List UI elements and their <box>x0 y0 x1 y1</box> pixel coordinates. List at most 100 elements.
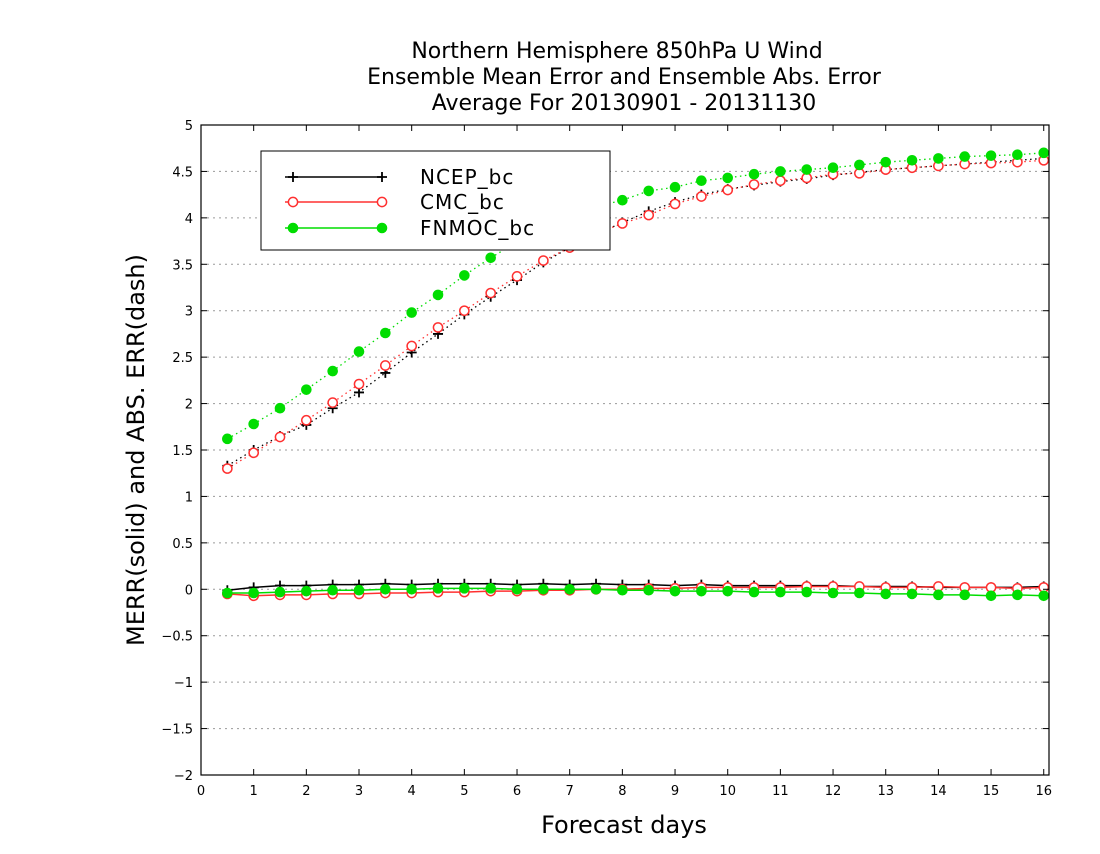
merr-point-2 <box>511 583 523 595</box>
title-line-2: Ensemble Mean Error and Ensemble Abs. Er… <box>367 65 882 90</box>
abs-err-point-1 <box>274 431 286 443</box>
abs-err-point-1 <box>485 287 497 299</box>
legend-marker-1 <box>376 196 388 208</box>
x-tick-label: 11 <box>772 784 789 799</box>
y-tick-label: 0.5 <box>172 537 193 552</box>
y-tick-label: 0 <box>185 583 193 598</box>
merr-point-2 <box>906 588 918 600</box>
abs-err-point-1 <box>353 378 365 390</box>
merr-point-2 <box>854 587 865 599</box>
abs-err-point-2 <box>933 153 944 164</box>
x-tick-label: 1 <box>250 784 258 799</box>
x-tick-label: 3 <box>355 784 363 799</box>
merr-point-2 <box>353 584 365 596</box>
abs-err-point-2 <box>274 402 286 414</box>
abs-err-point-2 <box>432 289 444 301</box>
merr-point-2 <box>1038 590 1050 602</box>
abs-err-point-2 <box>880 156 892 168</box>
merr-point-2 <box>222 587 233 599</box>
legend-swatches <box>285 172 388 234</box>
abs-err-point-2 <box>222 433 233 445</box>
x-tick-label: 16 <box>1035 784 1052 799</box>
merr-point-2 <box>564 583 575 595</box>
merr-point-2 <box>406 583 417 595</box>
abs-err-point-2 <box>459 270 470 281</box>
legend-label-cmc: CMC_bc <box>420 190 505 214</box>
merr-point-2 <box>248 587 259 599</box>
merr-point-2 <box>617 584 628 596</box>
x-tick-label: 13 <box>877 784 894 799</box>
y-tick-label: −2 <box>174 769 193 784</box>
abs-err-point-2 <box>959 151 971 162</box>
abs-err-point-2 <box>406 307 417 318</box>
x-tick-label: 10 <box>719 784 736 799</box>
merr-point-2 <box>696 585 707 597</box>
chart-title: Northern Hemisphere 850hPa U Wind Ensemb… <box>367 39 882 116</box>
merr-point-2 <box>301 585 312 597</box>
merr-point-2 <box>538 583 549 595</box>
merr-point-2 <box>880 588 892 600</box>
title-line-1: Northern Hemisphere 850hPa U Wind <box>411 39 822 64</box>
x-tick-label: 4 <box>408 784 416 799</box>
y-tick-label: 3 <box>185 305 193 320</box>
merr-point-2 <box>643 584 655 596</box>
abs-err-point-2 <box>801 164 813 175</box>
abs-err-point-2 <box>696 175 707 187</box>
abs-err-point-1 <box>669 198 681 210</box>
merr-point-2 <box>485 583 496 594</box>
abs-err-point-1 <box>248 447 260 459</box>
abs-err-point-2 <box>1038 147 1050 159</box>
abs-err-point-2 <box>643 185 655 197</box>
y-tick-label: 3.5 <box>172 258 193 273</box>
grid-lines <box>201 170 1049 730</box>
x-tick-label: 6 <box>513 784 521 799</box>
abs-err-point-1 <box>432 322 444 333</box>
abs-err-point-1 <box>696 191 707 202</box>
x-axis-label: Forecast days <box>541 811 707 839</box>
y-tick-label: 2 <box>185 398 193 413</box>
legend-marker-2 <box>287 222 299 234</box>
legend-label-fnmoc: FNMOC_bc <box>420 216 535 240</box>
x-tick-label: 5 <box>460 784 468 799</box>
abs-err-point-2 <box>669 181 681 193</box>
abs-err-point-1 <box>748 179 760 190</box>
abs-err-point-2 <box>854 159 865 171</box>
abs-err-point-2 <box>775 166 786 177</box>
merr-point-2 <box>432 583 444 594</box>
legend-marker-0 <box>377 172 387 182</box>
legend: NCEP_bc CMC_bc FNMOC_bc <box>260 150 611 251</box>
abs-err-point-1 <box>538 255 549 266</box>
abs-err-point-1 <box>459 305 470 317</box>
abs-err-point-2 <box>1012 149 1023 161</box>
y-tick-label: 4.5 <box>172 165 193 180</box>
merr-point-2 <box>1012 589 1023 601</box>
abs-err-point-1 <box>643 209 655 221</box>
abs-err-point-2 <box>748 168 760 180</box>
x-tick-label: 2 <box>302 784 310 799</box>
y-tick-label: −1 <box>174 676 193 691</box>
series-layer <box>221 147 1050 602</box>
y-tick-label: 4 <box>185 212 193 227</box>
abs-err-point-2 <box>485 252 496 264</box>
abs-err-point-1 <box>379 360 391 371</box>
abs-err-point-1 <box>221 463 233 474</box>
y-tick-label: −0.5 <box>161 630 193 645</box>
abs-err-point-1 <box>327 397 339 408</box>
abs-err-point-1 <box>775 175 786 187</box>
abs-err-point-2 <box>985 150 997 161</box>
legend-marker-1 <box>287 196 299 208</box>
abs-err-point-2 <box>353 346 365 357</box>
legend-label-ncep: NCEP_bc <box>420 165 514 189</box>
merr-point-2 <box>274 586 286 598</box>
x-tick-label: 9 <box>671 784 679 799</box>
legend-marker-0 <box>288 172 298 182</box>
y-tick-label: 5 <box>185 119 193 134</box>
y-tick-label: −1.5 <box>161 723 193 738</box>
y-tick-label: 2.5 <box>172 351 193 366</box>
merr-point-2 <box>380 583 391 595</box>
legend-marker-2 <box>376 222 388 234</box>
abs-err-point-2 <box>380 327 391 339</box>
abs-err-point-1 <box>617 218 628 229</box>
abs-err-point-2 <box>248 418 259 430</box>
